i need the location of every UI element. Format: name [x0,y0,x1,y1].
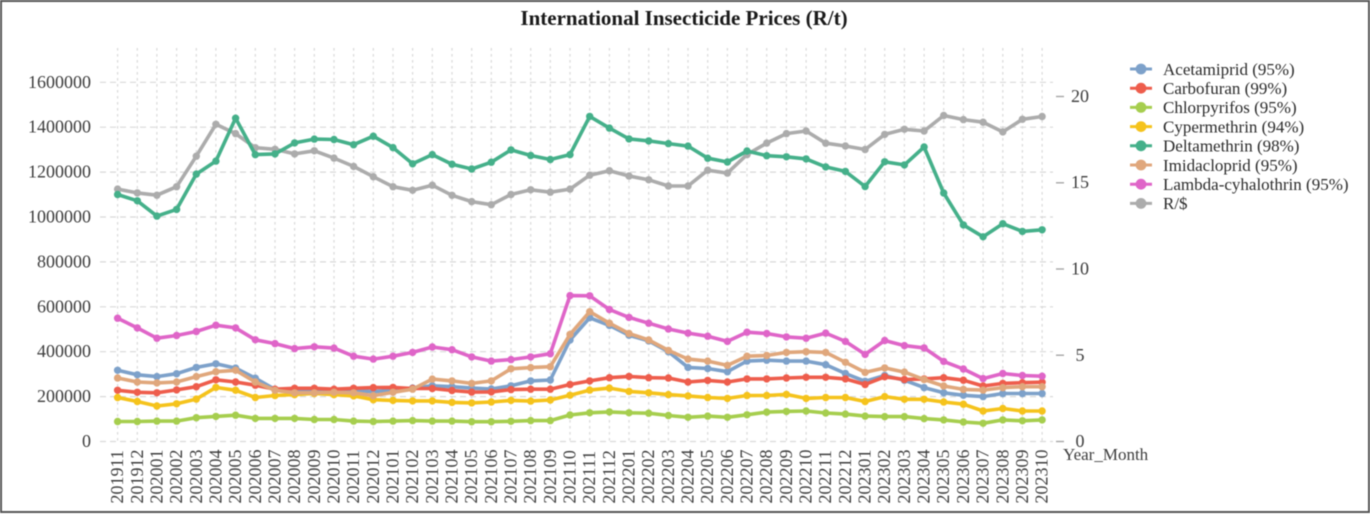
svg-text:202010: 202010 [324,450,344,504]
svg-text:1000000: 1000000 [28,207,91,227]
svg-text:5: 5 [1076,345,1085,365]
svg-text:202105: 202105 [461,450,481,504]
svg-text:202201: 202201 [619,450,639,504]
svg-text:0: 0 [82,431,91,451]
svg-text:600000: 600000 [37,296,91,316]
svg-text:202006: 202006 [245,450,265,504]
svg-text:202203: 202203 [658,450,678,504]
svg-text:202310: 202310 [1032,450,1052,504]
svg-text:202002: 202002 [166,450,186,504]
svg-text:0: 0 [1076,431,1085,451]
svg-text:Lambda-cyhalothrin (95%): Lambda-cyhalothrin (95%) [1163,175,1349,194]
svg-text:800000: 800000 [37,251,91,271]
svg-text:202109: 202109 [540,450,560,504]
svg-text:202008: 202008 [284,450,304,504]
svg-text:202302: 202302 [874,450,894,504]
svg-text:202012: 202012 [363,450,383,504]
svg-text:20: 20 [1071,86,1089,106]
svg-text:Cypermethrin (94%): Cypermethrin (94%) [1163,117,1304,136]
svg-text:202009: 202009 [304,450,324,504]
svg-text:202306: 202306 [953,450,973,504]
svg-text:202205: 202205 [697,450,717,504]
svg-text:Acetamiprid (95%): Acetamiprid (95%) [1163,60,1295,79]
svg-text:1200000: 1200000 [28,162,91,182]
svg-text:202208: 202208 [756,450,776,504]
svg-text:202308: 202308 [992,450,1012,504]
svg-text:202206: 202206 [717,450,737,504]
svg-text:202007: 202007 [265,450,285,504]
svg-text:15: 15 [1071,172,1089,192]
svg-text:202304: 202304 [914,450,934,504]
svg-text:202210: 202210 [796,450,816,504]
svg-text:Year_Month: Year_Month [1063,445,1149,464]
svg-text:1400000: 1400000 [28,117,91,137]
svg-text:200000: 200000 [37,386,91,406]
svg-text:202207: 202207 [737,450,757,504]
svg-text:202211: 202211 [815,450,835,503]
svg-text:202301: 202301 [855,450,875,504]
svg-text:202003: 202003 [186,450,206,504]
svg-text:202112: 202112 [599,450,619,503]
svg-text:202202: 202202 [638,450,658,504]
svg-text:202107: 202107 [501,450,521,504]
svg-text:1600000: 1600000 [28,72,91,92]
svg-text:Imidacloprid (95%): Imidacloprid (95%) [1163,156,1298,175]
svg-text:R/$: R/$ [1163,194,1188,213]
svg-text:202106: 202106 [481,450,501,504]
svg-text:202101: 202101 [383,450,403,504]
svg-text:202307: 202307 [973,450,993,504]
svg-text:202104: 202104 [442,450,462,504]
svg-text:202004: 202004 [205,450,225,504]
svg-text:202303: 202303 [894,450,914,504]
svg-text:202001: 202001 [146,450,166,504]
svg-text:202110: 202110 [560,450,580,503]
svg-text:202005: 202005 [225,450,245,504]
svg-text:Chlorpyrifos (95%): Chlorpyrifos (95%) [1163,98,1297,117]
svg-text:202309: 202309 [1012,450,1032,504]
svg-text:202011: 202011 [343,450,363,503]
svg-text:201912: 201912 [127,450,147,504]
svg-text:202212: 202212 [835,450,855,504]
svg-text:10: 10 [1071,259,1089,279]
svg-text:201911: 201911 [107,450,127,503]
svg-text:202111: 202111 [579,451,599,504]
svg-text:Deltamethrin (98%): Deltamethrin (98%) [1163,137,1299,156]
svg-text:400000: 400000 [37,341,91,361]
svg-text:202305: 202305 [933,450,953,504]
svg-text:Carbofuran (99%): Carbofuran (99%) [1163,79,1287,98]
svg-text:202102: 202102 [402,450,422,504]
svg-text:202108: 202108 [520,450,540,504]
svg-text:202204: 202204 [678,450,698,504]
svg-text:202209: 202209 [776,450,796,504]
svg-text:International Insecticide Pric: International Insecticide Prices (R/t) [520,6,847,30]
svg-text:202103: 202103 [422,450,442,504]
